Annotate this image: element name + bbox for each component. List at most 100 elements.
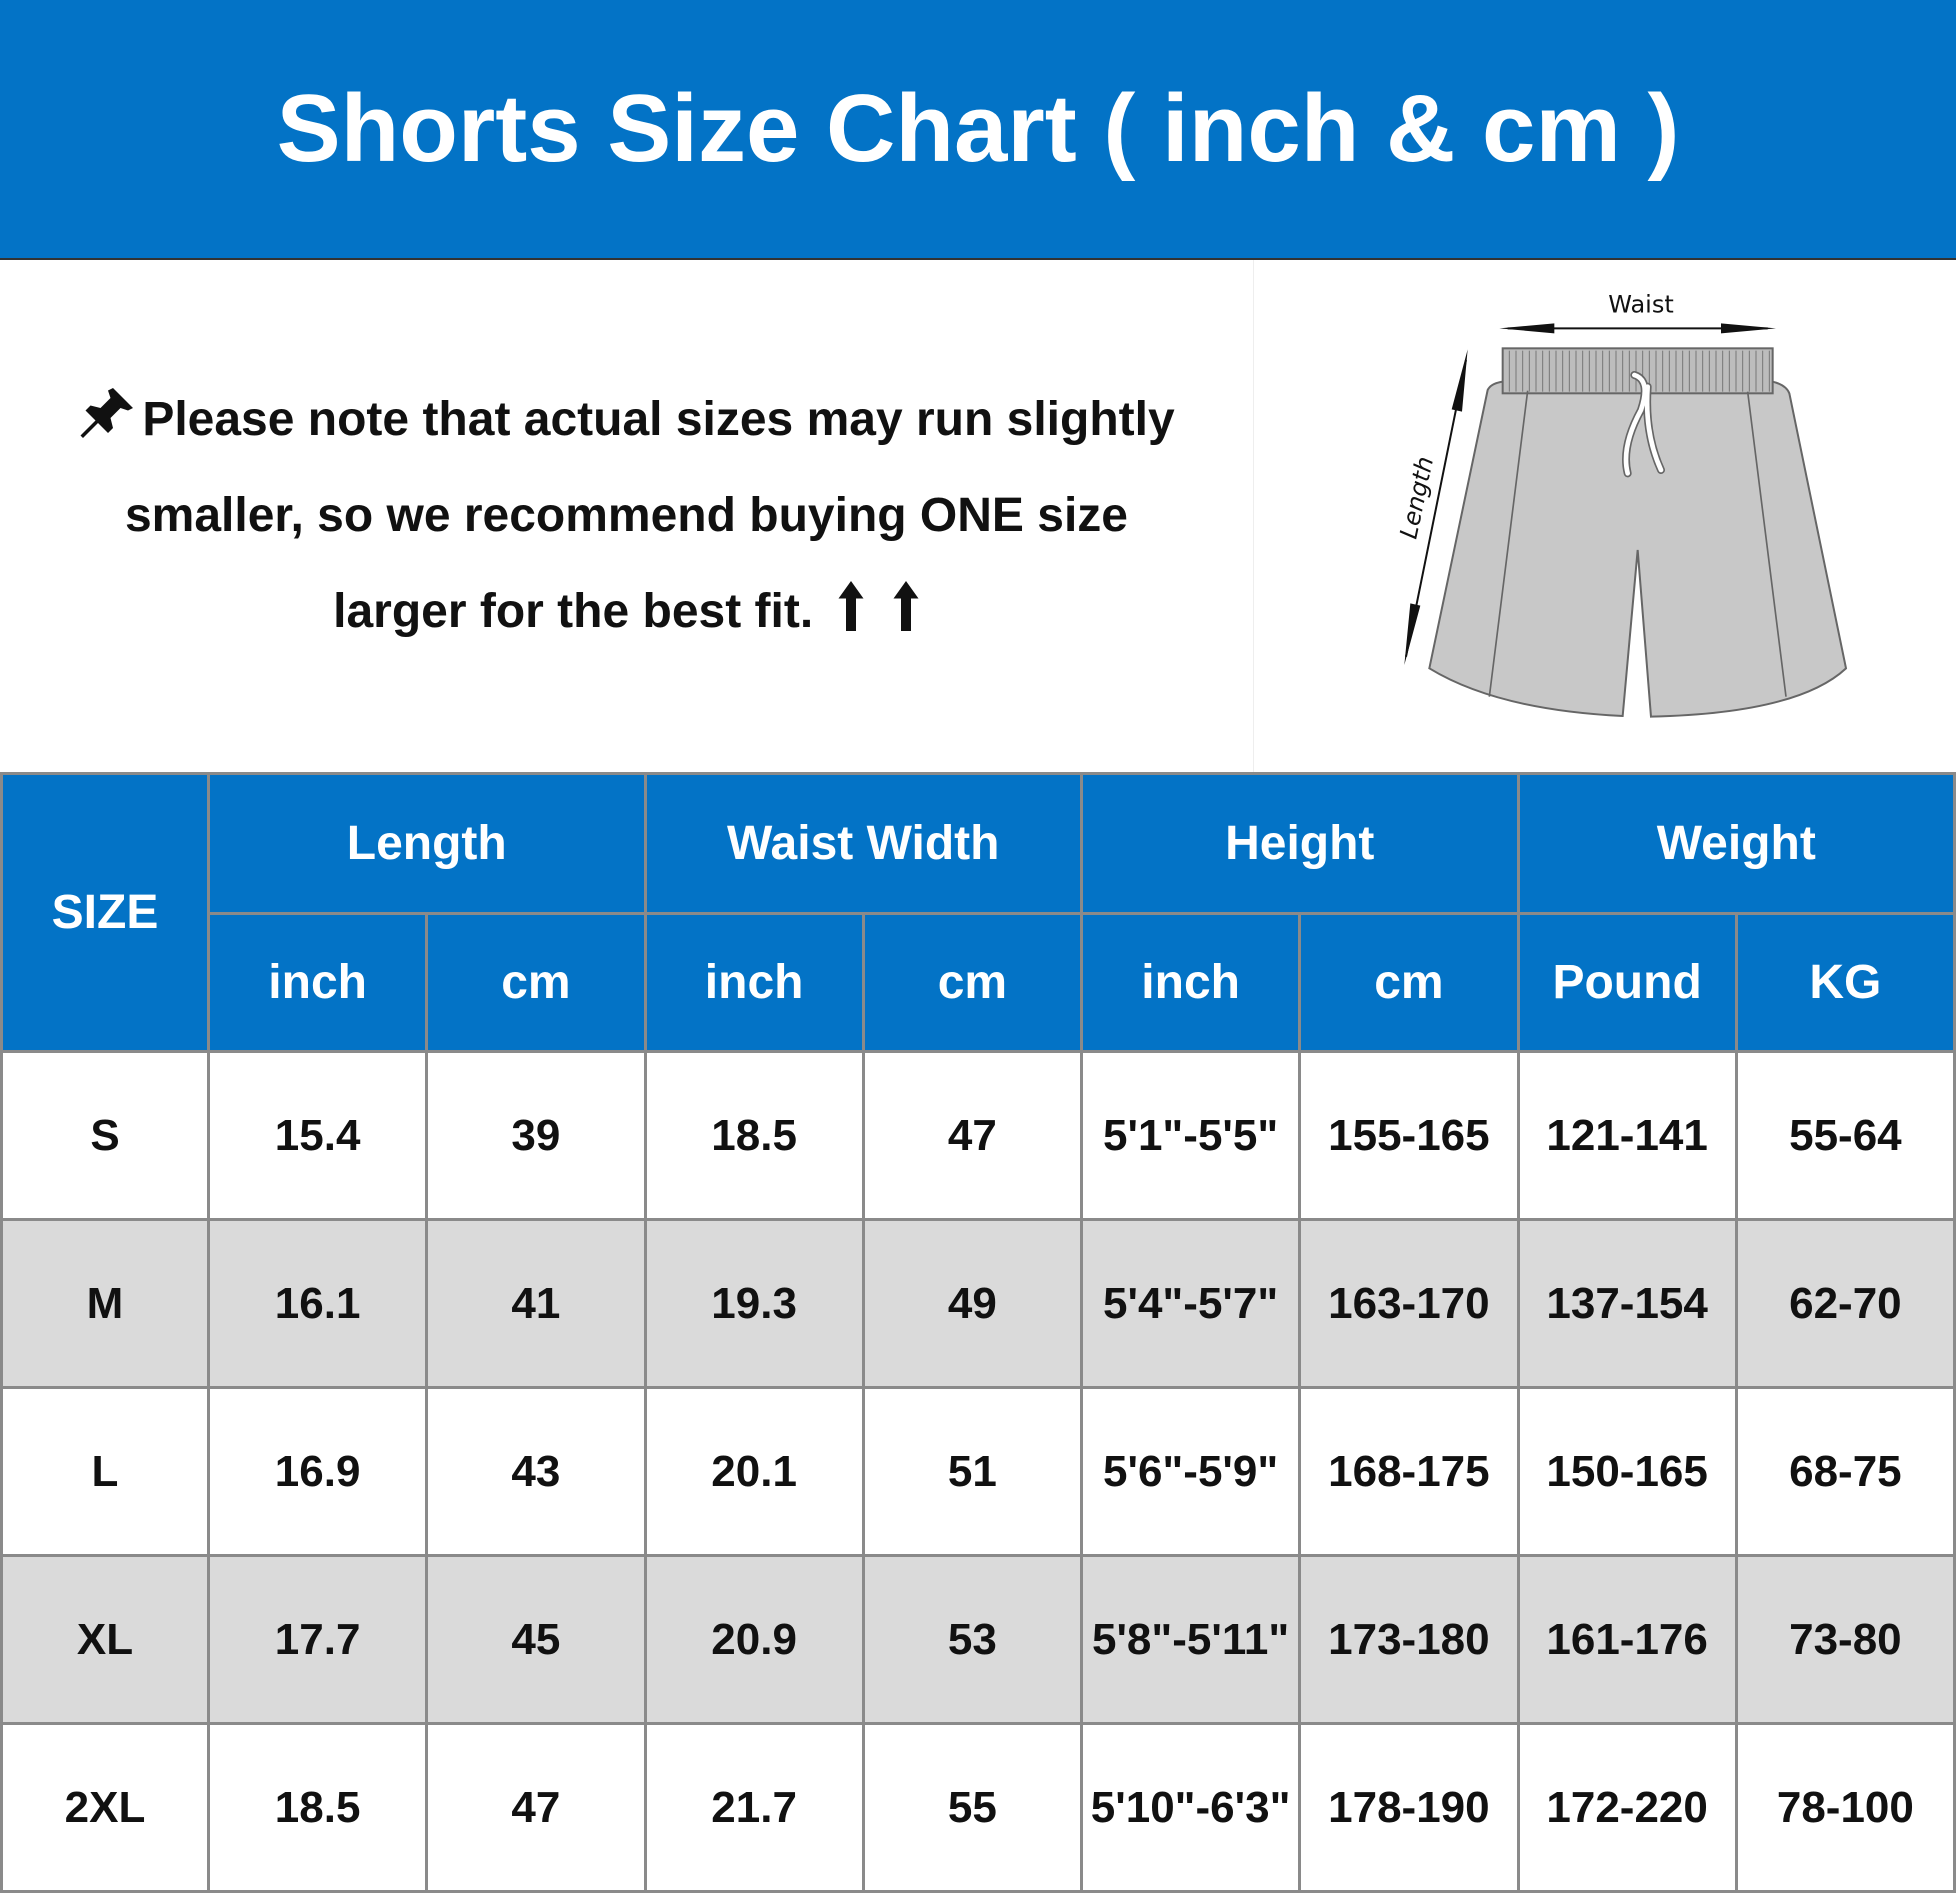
cell-text: 15.4 bbox=[274, 1110, 361, 1160]
shorts-illustration-panel: Waist Length bbox=[1253, 260, 1956, 772]
pushpin-icon bbox=[80, 388, 134, 438]
cell-text: 20.1 bbox=[711, 1446, 797, 1496]
table-cell: 155-165 bbox=[1298, 1050, 1520, 1221]
cell-text: inch bbox=[268, 956, 367, 1009]
unit-header-row: inch cm inch cm inch cm Pound KG bbox=[2, 912, 1956, 1053]
cell-text: 150-165 bbox=[1546, 1446, 1708, 1496]
table-cell: 178-190 bbox=[1298, 1722, 1520, 1893]
cell-text: 47 bbox=[947, 1110, 997, 1160]
cell-text: 49 bbox=[947, 1278, 997, 1328]
cell-text: 172-220 bbox=[1546, 1782, 1708, 1832]
cell-text: 5'1"-5'5" bbox=[1103, 1110, 1279, 1160]
table-cell: 68-75 bbox=[1734, 1386, 1956, 1557]
cell-text: 155-165 bbox=[1328, 1110, 1490, 1160]
cell-text: 45 bbox=[511, 1614, 561, 1664]
drawstring-fill bbox=[1623, 372, 1664, 476]
table-row: L 16.9 43 20.1 51 5'6"-5'9" 168-175 150-165 68-7… bbox=[0, 1386, 1956, 1557]
cell-text: 16.1 bbox=[274, 1278, 361, 1328]
cell-text: 21.7 bbox=[711, 1782, 797, 1832]
cell-text: 163-170 bbox=[1328, 1278, 1490, 1328]
size-cell: 2XL bbox=[0, 1722, 210, 1893]
note-text-2: smaller, so we recommend buying ONE size bbox=[124, 489, 1128, 542]
table-cell: 21.7 bbox=[643, 1722, 865, 1893]
cell-text: Waist Width bbox=[727, 817, 1000, 870]
cell-text: 17.7 bbox=[274, 1614, 361, 1664]
unit-header: KG bbox=[1734, 912, 1956, 1053]
group-header: Height bbox=[1080, 772, 1520, 915]
table-cell: 168-175 bbox=[1298, 1386, 1520, 1557]
table-row: XL 17.7 45 20.9 53 5'8"-5'11" 173-180 161-176 73… bbox=[0, 1554, 1956, 1725]
unit-header: cm bbox=[1298, 912, 1520, 1053]
cell-text: cm bbox=[937, 956, 1008, 1009]
cell-text: 173-180 bbox=[1328, 1614, 1490, 1664]
cell-text: 2XL bbox=[64, 1782, 146, 1832]
cell-text: 18.5 bbox=[274, 1782, 361, 1832]
table-row: 2XL 18.5 47 21.7 55 5'10"-6'3" 178-190 172-220 7… bbox=[0, 1722, 1956, 1893]
size-header: SIZE bbox=[0, 772, 210, 1053]
table-cell: 137-154 bbox=[1516, 1218, 1738, 1389]
note-line-1: Please note that actual sizes may run sl… bbox=[78, 372, 1175, 468]
table-cell: 173-180 bbox=[1298, 1554, 1520, 1725]
cell-text: 168-175 bbox=[1328, 1446, 1490, 1496]
table-cell: 5'4"-5'7" bbox=[1079, 1218, 1302, 1389]
table-cell: 5'6"-5'9" bbox=[1079, 1386, 1302, 1557]
cell-text: 73-80 bbox=[1789, 1614, 1902, 1664]
unit-header: Pound bbox=[1516, 912, 1738, 1053]
cell-text: 137-154 bbox=[1546, 1278, 1708, 1328]
size-header-text: SIZE bbox=[51, 886, 159, 939]
table-cell: 78-100 bbox=[1734, 1722, 1956, 1893]
sizing-note: Please note that actual sizes may run sl… bbox=[0, 260, 1253, 772]
unit-header: cm bbox=[861, 912, 1084, 1053]
group-header: Waist Width bbox=[643, 772, 1083, 915]
cell-text: 5'8"-5'11" bbox=[1092, 1614, 1290, 1664]
cell-text: KG bbox=[1809, 956, 1882, 1009]
size-table: SIZE Length Waist Width Height Weight inch c… bbox=[0, 772, 1956, 1893]
cell-text: Weight bbox=[1656, 817, 1816, 870]
table-cell: 163-170 bbox=[1298, 1218, 1520, 1389]
cell-text: 43 bbox=[511, 1446, 561, 1496]
cell-text: M bbox=[86, 1278, 124, 1328]
group-header: Length bbox=[207, 772, 647, 915]
cell-text: 5'4"-5'7" bbox=[1103, 1278, 1279, 1328]
cell-text: cm bbox=[1374, 956, 1444, 1009]
size-cell: S bbox=[0, 1050, 210, 1221]
unit-header: inch bbox=[1079, 912, 1302, 1053]
cell-text: cm bbox=[501, 956, 571, 1009]
cell-text: 121-141 bbox=[1546, 1110, 1708, 1160]
arrow-up-icon bbox=[893, 581, 919, 631]
table-cell: 45 bbox=[425, 1554, 647, 1725]
table-cell: 47 bbox=[425, 1722, 647, 1893]
cell-text: 161-176 bbox=[1546, 1614, 1708, 1664]
cell-text: inch bbox=[1141, 956, 1240, 1009]
table-cell: 51 bbox=[861, 1386, 1084, 1557]
cell-text: 5'6"-5'9" bbox=[1103, 1446, 1279, 1496]
cell-text: 5'10"-6'3" bbox=[1090, 1782, 1291, 1832]
table-cell: 41 bbox=[425, 1218, 647, 1389]
unit-header: inch bbox=[206, 912, 429, 1053]
unit-header: cm bbox=[425, 912, 647, 1053]
table-cell: 20.1 bbox=[643, 1386, 865, 1557]
table-cell: 43 bbox=[425, 1386, 647, 1557]
table-cell: 49 bbox=[861, 1218, 1084, 1389]
cell-text: 16.9 bbox=[274, 1446, 361, 1496]
cell-text: Length bbox=[346, 817, 507, 870]
size-cell: XL bbox=[0, 1554, 210, 1725]
shorts-body bbox=[1428, 380, 1848, 718]
cell-text: S bbox=[90, 1110, 120, 1160]
table-cell: 47 bbox=[861, 1050, 1084, 1221]
seam-lines bbox=[1488, 390, 1787, 697]
cell-text: 53 bbox=[947, 1614, 997, 1664]
cell-text: 68-75 bbox=[1789, 1446, 1902, 1496]
group-header: Weight bbox=[1516, 772, 1956, 915]
table-cell: 172-220 bbox=[1516, 1722, 1738, 1893]
cell-text: 47 bbox=[511, 1782, 561, 1832]
cell-text: 41 bbox=[511, 1278, 561, 1328]
table-cell: 18.5 bbox=[206, 1722, 429, 1893]
table-cell: 55 bbox=[861, 1722, 1084, 1893]
table-cell: 150-165 bbox=[1516, 1386, 1738, 1557]
note-text-3: larger for the best fit. bbox=[333, 585, 814, 638]
note-text-1: Please note that actual sizes may run sl… bbox=[142, 393, 1175, 446]
group-header-row: SIZE Length Waist Width Height Weight bbox=[0, 772, 1956, 1053]
arrow-up-icon bbox=[838, 581, 864, 631]
length-arrow bbox=[1404, 349, 1468, 665]
